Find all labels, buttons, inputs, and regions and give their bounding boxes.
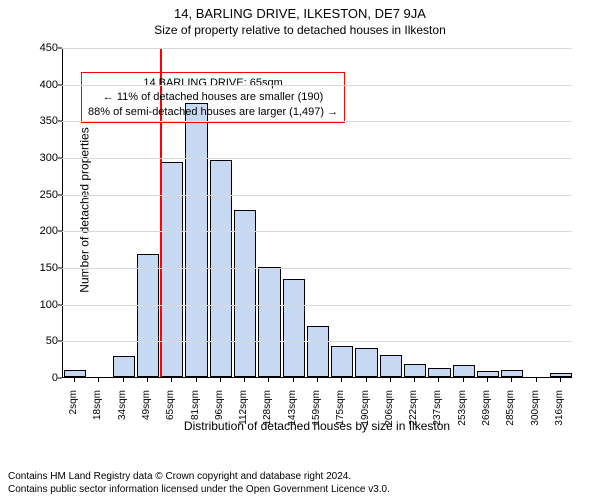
x-tick-label: 65sqm [165, 390, 177, 440]
y-tick-mark [58, 378, 62, 379]
y-tick-label: 450 [34, 42, 58, 54]
chart-title-sub: Size of property relative to detached ho… [0, 21, 600, 37]
x-tick-mark [196, 378, 197, 382]
x-tick-mark [244, 378, 245, 382]
y-tick-mark [58, 121, 62, 122]
gridline [62, 121, 572, 122]
x-tick-mark [438, 378, 439, 382]
annotation-line: 14 BARLING DRIVE: 65sqm [88, 76, 338, 90]
x-tick-mark [560, 378, 561, 382]
x-tick-label: 128sqm [262, 390, 274, 440]
x-tick-mark [123, 378, 124, 382]
x-tick-mark [366, 378, 367, 382]
x-tick-label: 143sqm [287, 390, 299, 440]
y-tick-mark [58, 84, 62, 85]
histogram-bar [185, 103, 207, 377]
gridline [62, 231, 572, 232]
footer-line-2: Contains public sector information licen… [8, 484, 390, 497]
gridline [62, 48, 572, 49]
histogram-bar [380, 355, 402, 377]
x-tick-label: 112sqm [238, 390, 250, 440]
gridline [62, 341, 572, 342]
annotation-line: ← 11% of detached houses are smaller (19… [88, 90, 338, 104]
x-tick-label: 49sqm [141, 390, 153, 440]
y-tick-label: 0 [34, 372, 58, 384]
x-tick-mark [487, 378, 488, 382]
y-tick-mark [58, 48, 62, 49]
x-tick-mark [536, 378, 537, 382]
x-tick-mark [511, 378, 512, 382]
x-tick-mark [293, 378, 294, 382]
y-tick-label: 250 [34, 189, 58, 201]
x-tick-label: 34sqm [117, 390, 129, 440]
histogram-bar [331, 346, 353, 377]
histogram-bar [477, 371, 499, 377]
annotation-box: 14 BARLING DRIVE: 65sqm← 11% of detached… [81, 72, 345, 123]
histogram-bar [113, 356, 135, 377]
y-tick-mark [58, 158, 62, 159]
x-tick-mark [98, 378, 99, 382]
x-tick-label: 285sqm [505, 390, 517, 440]
y-tick-mark [58, 268, 62, 269]
histogram-bar [550, 373, 572, 377]
y-tick-label: 200 [34, 225, 58, 237]
histogram-bar [501, 370, 523, 377]
y-tick-label: 50 [34, 335, 58, 347]
x-tick-label: 2sqm [68, 390, 80, 440]
y-tick-mark [58, 231, 62, 232]
footer-attribution: Contains HM Land Registry data © Crown c… [8, 471, 390, 496]
x-tick-label: 206sqm [384, 390, 396, 440]
x-tick-label: 159sqm [311, 390, 323, 440]
x-tick-mark [147, 378, 148, 382]
plot-area: 14 BARLING DRIVE: 65sqm← 11% of detached… [62, 48, 572, 378]
histogram-bar [283, 279, 305, 377]
x-tick-label: 237sqm [432, 390, 444, 440]
y-tick-mark [58, 304, 62, 305]
y-tick-label: 350 [34, 115, 58, 127]
y-tick-label: 100 [34, 299, 58, 311]
x-tick-mark [268, 378, 269, 382]
x-tick-mark [317, 378, 318, 382]
x-tick-label: 253sqm [457, 390, 469, 440]
histogram-bar [64, 370, 86, 377]
x-tick-label: 190sqm [360, 390, 372, 440]
x-tick-mark [463, 378, 464, 382]
y-tick-label: 150 [34, 262, 58, 274]
histogram-bar [404, 364, 426, 377]
x-tick-label: 222sqm [408, 390, 420, 440]
histogram-bar [137, 254, 159, 377]
gridline [62, 158, 572, 159]
histogram-bar [307, 326, 329, 377]
x-tick-label: 175sqm [335, 390, 347, 440]
x-tick-label: 300sqm [530, 390, 542, 440]
chart-title-main: 14, BARLING DRIVE, ILKESTON, DE7 9JA [0, 0, 600, 21]
x-tick-mark [171, 378, 172, 382]
x-tick-mark [220, 378, 221, 382]
histogram-bar [453, 365, 475, 377]
histogram-bar [428, 368, 450, 377]
x-tick-label: 269sqm [481, 390, 493, 440]
chart-container: Number of detached properties 14 BARLING… [0, 40, 600, 435]
histogram-bar [234, 210, 256, 377]
x-tick-label: 18sqm [92, 390, 104, 440]
histogram-bar [258, 267, 280, 377]
x-tick-label: 81sqm [190, 390, 202, 440]
annotation-line: 88% of semi-detached houses are larger (… [88, 105, 338, 119]
y-tick-mark [58, 194, 62, 195]
y-tick-label: 300 [34, 152, 58, 164]
x-tick-label: 96sqm [214, 390, 226, 440]
x-tick-label: 316sqm [554, 390, 566, 440]
x-tick-mark [74, 378, 75, 382]
y-tick-label: 400 [34, 79, 58, 91]
gridline [62, 85, 572, 86]
gridline [62, 268, 572, 269]
histogram-bar [355, 348, 377, 377]
footer-line-1: Contains HM Land Registry data © Crown c… [8, 471, 390, 484]
x-tick-mark [341, 378, 342, 382]
gridline [62, 195, 572, 196]
x-tick-mark [390, 378, 391, 382]
gridline [62, 305, 572, 306]
x-tick-mark [414, 378, 415, 382]
y-tick-mark [58, 341, 62, 342]
